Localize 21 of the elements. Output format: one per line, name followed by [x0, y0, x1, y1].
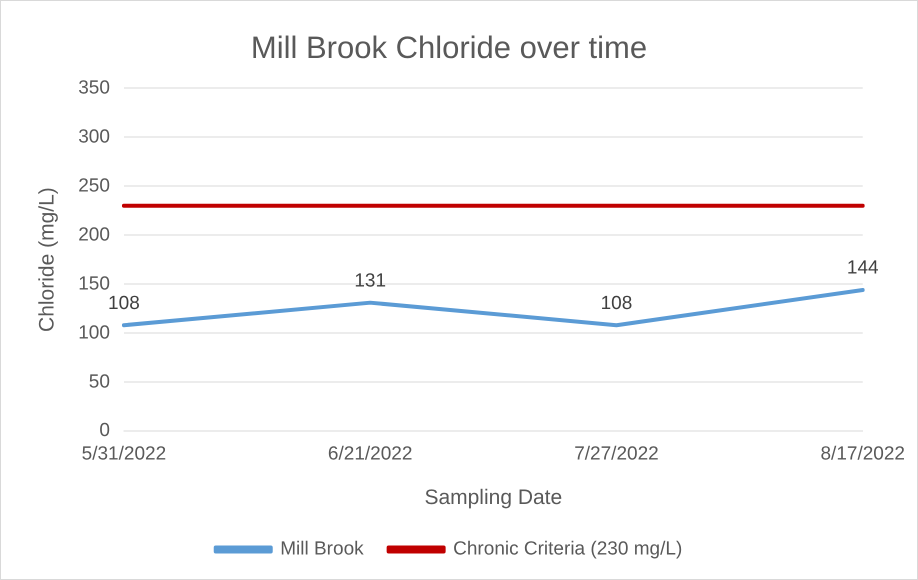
x-axis-title: Sampling Date	[424, 486, 562, 510]
data-label: 144	[846, 258, 880, 279]
data-label: 131	[354, 270, 386, 292]
y-tick-label: 350	[78, 77, 110, 98]
y-tick-label: 200	[78, 224, 110, 246]
x-tick-label: 6/21/2022	[328, 444, 412, 465]
y-tick-label: 100	[78, 322, 110, 344]
y-tick-label: 0	[99, 420, 110, 442]
legend-label: Mill Brook	[280, 538, 364, 560]
chart-title: Mill Brook Chloride over time	[250, 30, 648, 66]
x-tick-label: 7/27/2022	[574, 444, 659, 465]
y-axis-title: Chloride (mg/L)	[35, 187, 58, 332]
y-tick-label: 250	[78, 175, 110, 196]
data-label: 108	[108, 292, 140, 314]
y-tick-label: 150	[78, 273, 110, 294]
y-tick-label: 50	[88, 371, 110, 392]
y-tick-label: 300	[78, 126, 110, 148]
x-tick-label: 8/17/2022	[820, 444, 906, 465]
legend-label: Chronic Criteria (230 mg/L)	[453, 538, 682, 560]
data-label: 108	[600, 292, 632, 314]
x-tick-label: 5/31/2022	[82, 444, 166, 465]
